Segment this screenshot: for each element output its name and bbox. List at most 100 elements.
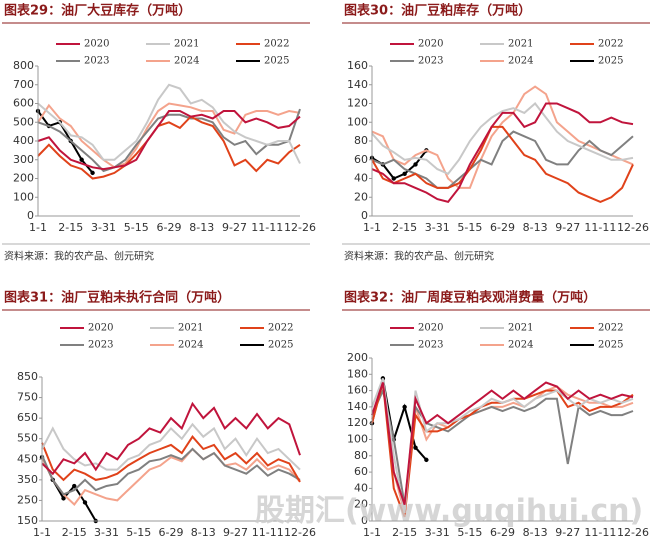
x-tick-label: 9-27 bbox=[555, 221, 580, 234]
y-tick-label: 800 bbox=[13, 59, 34, 72]
x-tick-label: 11-11 bbox=[252, 526, 284, 539]
x-tick-label: 2-15 bbox=[392, 221, 417, 234]
y-tick-label: 600 bbox=[13, 97, 34, 110]
chart-title: 图表30：油厂豆粕库存（万吨） bbox=[344, 3, 531, 19]
series-line bbox=[41, 447, 301, 506]
series-line bbox=[37, 102, 301, 169]
legend-label: 2022 bbox=[268, 323, 293, 334]
y-tick-label: 150 bbox=[17, 514, 38, 527]
x-tick-label: 3-31 bbox=[91, 221, 116, 234]
legend-label: 2022 bbox=[598, 323, 623, 334]
y-tick-label: 140 bbox=[347, 78, 368, 91]
source: 资料来源：我的农产品、创元研究 bbox=[344, 250, 494, 263]
legend-label: 2024 bbox=[508, 340, 533, 351]
x-tick-label: 6-29 bbox=[157, 221, 182, 234]
series-line bbox=[37, 110, 301, 171]
x-tick-label: 8-13 bbox=[523, 221, 548, 234]
legend-label: 2021 bbox=[508, 39, 533, 50]
x-tick-label: 9-27 bbox=[222, 221, 247, 234]
y-tick-label: 850 bbox=[17, 370, 38, 383]
x-tick-label: 12-26 bbox=[284, 526, 316, 539]
x-tick-label: 11-11 bbox=[584, 221, 616, 234]
legend-label: 2024 bbox=[178, 340, 203, 351]
x-tick-label: 2-15 bbox=[392, 526, 417, 539]
series-line bbox=[371, 381, 634, 506]
legend-label: 2025 bbox=[598, 340, 623, 351]
x-tick-label: 6-29 bbox=[490, 221, 515, 234]
series-line bbox=[41, 422, 301, 471]
x-tick-label: 11-11 bbox=[584, 526, 616, 539]
y-tick-label: 0 bbox=[361, 514, 368, 527]
y-tick-label: 200 bbox=[13, 172, 34, 185]
legend-label: 2022 bbox=[264, 39, 289, 50]
x-tick-label: 2-15 bbox=[58, 221, 83, 234]
legend-label: 2023 bbox=[84, 56, 109, 67]
y-tick-label: 120 bbox=[347, 97, 368, 110]
y-tick-label: 40 bbox=[354, 481, 368, 494]
x-tick-label: 9-27 bbox=[223, 526, 248, 539]
series-line bbox=[41, 456, 97, 522]
x-tick-label: 12-26 bbox=[617, 221, 649, 234]
y-tick-label: 100 bbox=[347, 433, 368, 446]
y-tick-label: 140 bbox=[347, 400, 368, 413]
x-tick-label: 11-11 bbox=[251, 221, 283, 234]
y-tick-label: 80 bbox=[354, 134, 368, 147]
y-tick-label: 120 bbox=[347, 416, 368, 429]
x-tick-label: 6-29 bbox=[159, 526, 184, 539]
watermark: 股期汇(www.guqihui.cn) bbox=[255, 494, 643, 529]
x-tick-label: 5-15 bbox=[126, 526, 151, 539]
chart-title: 图表32：油厂周度豆粕表观消费量（万吨） bbox=[344, 290, 596, 306]
y-tick-label: 400 bbox=[13, 134, 34, 147]
x-tick-label: 3-31 bbox=[94, 526, 119, 539]
y-tick-label: 160 bbox=[347, 384, 368, 397]
series-line bbox=[371, 85, 634, 189]
legend-label: 2022 bbox=[598, 39, 623, 50]
series-line bbox=[37, 108, 301, 173]
x-tick-label: 9-27 bbox=[555, 526, 580, 539]
y-tick-label: 750 bbox=[17, 391, 38, 404]
y-tick-label: 500 bbox=[13, 115, 34, 128]
x-tick-label: 1-1 bbox=[363, 221, 381, 234]
legend-label: 2020 bbox=[88, 323, 113, 334]
legend-label: 2023 bbox=[418, 56, 443, 67]
series-line bbox=[37, 110, 94, 174]
x-tick-label: 12-26 bbox=[284, 221, 316, 234]
legend-label: 2021 bbox=[174, 39, 199, 50]
y-tick-label: 350 bbox=[17, 473, 38, 486]
legend-label: 2024 bbox=[174, 56, 199, 67]
y-tick-label: 100 bbox=[347, 115, 368, 128]
y-tick-label: 550 bbox=[17, 432, 38, 445]
chart-title: 图表29：油厂大豆库存（万吨） bbox=[4, 3, 191, 19]
y-tick-label: 0 bbox=[27, 209, 34, 222]
x-tick-label: 1-1 bbox=[33, 526, 51, 539]
y-tick-label: 60 bbox=[354, 465, 368, 478]
y-tick-label: 0 bbox=[361, 209, 368, 222]
legend-label: 2023 bbox=[88, 340, 113, 351]
series-line bbox=[371, 125, 634, 203]
x-tick-label: 3-31 bbox=[425, 221, 450, 234]
legend-label: 2021 bbox=[508, 323, 533, 334]
legend-label: 2025 bbox=[268, 340, 293, 351]
x-tick-label: 12-26 bbox=[617, 526, 649, 539]
x-tick-label: 6-29 bbox=[490, 526, 515, 539]
legend-label: 2025 bbox=[598, 56, 623, 67]
y-tick-label: 160 bbox=[347, 59, 368, 72]
series-line bbox=[371, 102, 634, 176]
x-tick-label: 5-15 bbox=[457, 221, 482, 234]
x-tick-label: 5-15 bbox=[124, 221, 149, 234]
series-line bbox=[371, 102, 634, 204]
x-tick-label: 2-15 bbox=[62, 526, 87, 539]
y-tick-label: 180 bbox=[347, 367, 368, 380]
series-line bbox=[41, 447, 301, 496]
y-tick-label: 700 bbox=[13, 78, 34, 91]
source: 资料来源：我的农产品、创元研究 bbox=[4, 250, 154, 263]
y-tick-label: 60 bbox=[354, 153, 368, 166]
y-tick-label: 650 bbox=[17, 411, 38, 424]
series-line bbox=[37, 115, 301, 180]
y-tick-label: 40 bbox=[354, 172, 368, 185]
x-tick-label: 1-1 bbox=[363, 526, 381, 539]
y-tick-label: 450 bbox=[17, 452, 38, 465]
legend-label: 2021 bbox=[178, 323, 203, 334]
legend-label: 2023 bbox=[418, 340, 443, 351]
legend-label: 2025 bbox=[264, 56, 289, 67]
